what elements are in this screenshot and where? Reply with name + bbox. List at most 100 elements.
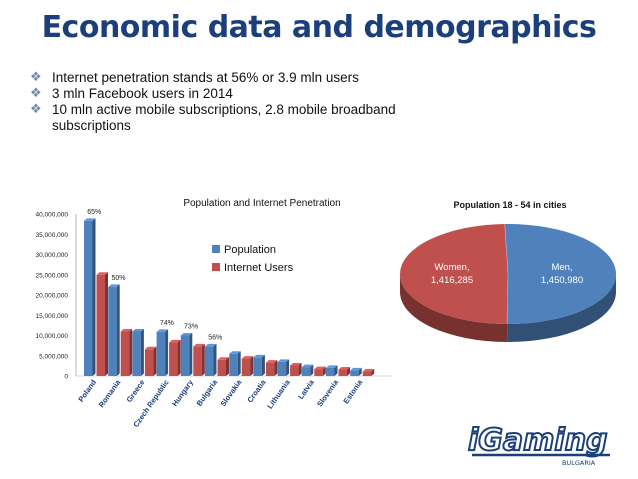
bar-internet-users	[314, 369, 323, 376]
bar-population	[156, 331, 166, 376]
x-tick-label: Slovakia	[219, 377, 244, 408]
penetration-label: 50%	[111, 275, 125, 282]
bar-population	[229, 353, 238, 376]
logo-wordmark: iGaming	[468, 423, 608, 458]
bar-population	[277, 361, 287, 376]
bar-population	[326, 367, 335, 376]
bar-side-face	[237, 351, 241, 376]
bullet-item: ❖ 3 mln Facebook users in 2014	[30, 85, 430, 102]
bar-side-face	[371, 369, 375, 376]
x-tick-label: Bulgaria	[195, 377, 220, 407]
y-tick-label: 5,000,000	[39, 353, 68, 360]
bar-top-face	[132, 328, 144, 332]
bar-internet-users	[217, 359, 226, 376]
x-tick-label: Poland	[76, 378, 98, 404]
bar-internet-users	[290, 365, 299, 376]
bar-top-face	[193, 343, 205, 347]
bar-side-face	[286, 359, 290, 376]
pie-slice-label: Men,	[551, 262, 572, 273]
pie-slice-value: 1,416,285	[431, 275, 473, 286]
four-diamond-bullet-icon: ❖	[30, 69, 42, 84]
pie-chart-title: Population 18 - 54 in cities	[453, 200, 566, 210]
bar-top-face	[350, 367, 362, 371]
y-tick-label: 35,000,000	[35, 232, 68, 239]
y-tick-label: 25,000,000	[35, 272, 68, 279]
bar-side-face	[201, 343, 205, 376]
bullet-list: ❖ Internet penetration stands at 56% or 3…	[30, 69, 430, 134]
bar-population	[350, 370, 359, 376]
pie-slice-men-side	[507, 274, 616, 342]
bullet-text: Internet penetration stands at 56% or 3.…	[52, 70, 359, 85]
bar-top-face	[96, 272, 108, 275]
bar-side-face	[250, 356, 254, 376]
bar-internet-users	[362, 371, 372, 376]
legend-swatch	[212, 245, 220, 253]
bar-internet-users	[144, 349, 154, 376]
bar-top-face	[253, 354, 265, 358]
y-tick-label: 0	[64, 374, 68, 381]
legend-swatch	[212, 263, 220, 271]
igaming-logo: iGaming BULGARIA	[467, 422, 610, 467]
pie-slice-label: Women,	[434, 262, 469, 273]
pie-chart-marks: Women, 1,416,285 Men, 1,450,980	[399, 223, 616, 342]
bar-side-face	[105, 272, 108, 376]
logo-subtext: BULGARIA	[562, 459, 596, 467]
pie-chart: Population 18 - 54 in cities Women, 1,416…	[399, 200, 616, 342]
pie-slice-women	[399, 224, 508, 324]
bar-chart-title: Population and Internet Penetration	[183, 198, 340, 209]
four-diamond-bullet-icon: ❖	[30, 85, 42, 100]
bar-top-face	[205, 343, 217, 347]
penetration-label: 65%	[87, 209, 101, 216]
y-tick-label: 15,000,000	[35, 313, 68, 320]
bar-side-face	[261, 354, 265, 376]
bar-top-face	[326, 365, 338, 368]
bar-population	[132, 331, 141, 376]
x-tick-label: Lithuania	[265, 377, 292, 410]
bar-internet-users	[120, 331, 130, 376]
bar-top-face	[229, 351, 241, 354]
bar-side-face	[189, 333, 193, 376]
bar-top-face	[169, 339, 181, 343]
bar-side-face	[213, 343, 217, 376]
x-tick-label: Romania	[97, 377, 123, 409]
bar-top-face	[84, 218, 96, 221]
bar-side-face	[153, 346, 157, 376]
bar-top-face	[108, 284, 120, 287]
bar-side-face	[116, 284, 120, 376]
bar-internet-users	[96, 274, 105, 376]
bar-internet-users	[265, 362, 275, 376]
bar-side-face	[358, 367, 362, 376]
y-tick-label: 40,000,000	[35, 212, 68, 219]
bar-side-face	[298, 362, 302, 376]
bar-internet-users	[193, 346, 202, 376]
bar-side-face	[165, 329, 169, 376]
x-tick-label: Greece	[125, 378, 147, 404]
bar-internet-users	[169, 342, 178, 376]
bar-top-face	[301, 364, 314, 368]
bar-top-face	[277, 359, 290, 362]
page-title: Economic data and demographics	[41, 10, 597, 45]
bar-top-face	[290, 362, 302, 366]
bar-side-face	[92, 218, 96, 376]
bar-top-face	[120, 328, 133, 332]
bar-internet-users	[338, 369, 347, 376]
bar-side-face	[347, 367, 350, 376]
bar-population	[84, 220, 93, 376]
bar-side-face	[226, 357, 229, 376]
bar-top-face	[362, 369, 375, 372]
bar-chart-legend: Population Internet Users	[212, 244, 294, 274]
bar-side-face	[177, 339, 181, 376]
pie-slice-value: 1,450,980	[541, 275, 583, 286]
y-tick-label: 30,000,000	[35, 252, 68, 259]
bullet-item: ❖ 10 mln active mobile subscriptions, 2.8…	[30, 101, 430, 134]
bar-top-face	[144, 346, 157, 350]
pie-slice-divider	[504, 223, 509, 325]
bullet-text: 10 mln active mobile subscriptions, 2.8 …	[52, 102, 396, 133]
bar-side-face	[140, 328, 144, 376]
bar-population	[205, 346, 214, 376]
x-tick-label: Slovenia	[315, 377, 341, 408]
bar-side-face	[129, 328, 133, 376]
bar-top-face	[180, 333, 193, 336]
pie-slice-women-side	[400, 274, 508, 342]
